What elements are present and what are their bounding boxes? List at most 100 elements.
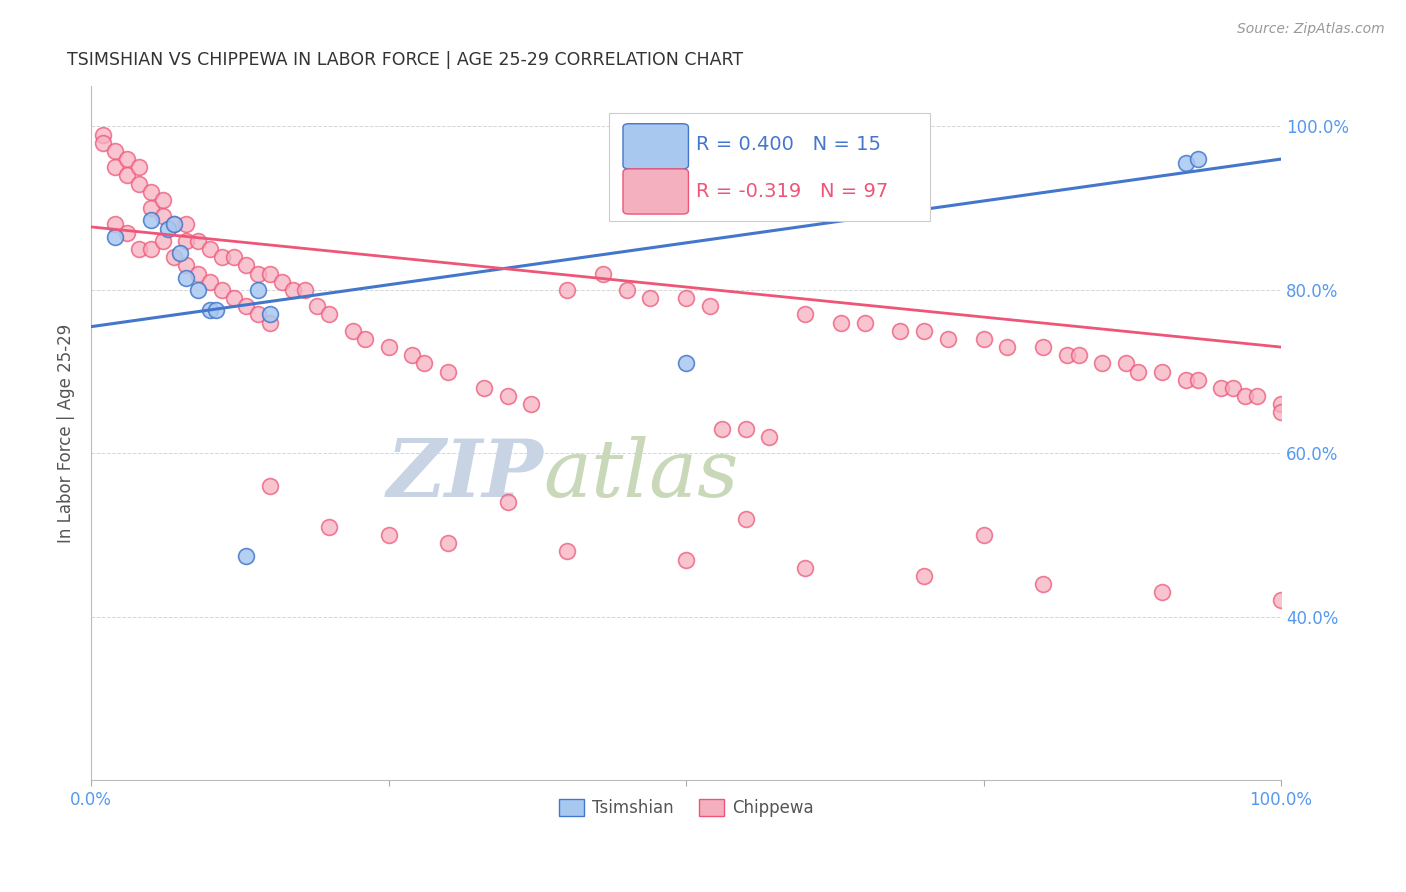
Point [936, 332, 959, 346]
Point [198, 303, 221, 318]
Point [1270, 405, 1292, 419]
Text: Source: ZipAtlas.com: Source: ZipAtlas.com [1237, 22, 1385, 37]
Point [259, 307, 281, 321]
Point [1056, 348, 1078, 362]
Point [176, 218, 198, 232]
Point [555, 283, 578, 297]
Text: R = 0.400   N = 15: R = 0.400 N = 15 [696, 135, 880, 154]
Point [307, 299, 329, 313]
Point [235, 549, 257, 563]
Point [1174, 373, 1197, 387]
Point [246, 283, 269, 297]
Point [198, 275, 221, 289]
Point [139, 185, 162, 199]
Point [1211, 381, 1233, 395]
Text: R = -0.319   N = 97: R = -0.319 N = 97 [696, 182, 887, 201]
Point [115, 226, 138, 240]
Point [128, 242, 150, 256]
Point [104, 229, 127, 244]
Point [270, 275, 292, 289]
Point [1150, 585, 1173, 599]
Point [1234, 389, 1257, 403]
Point [152, 193, 174, 207]
Point [294, 283, 316, 297]
Point [995, 340, 1018, 354]
FancyBboxPatch shape [609, 113, 929, 221]
Point [187, 283, 209, 297]
Point [699, 299, 721, 313]
Point [318, 520, 340, 534]
FancyBboxPatch shape [623, 124, 689, 169]
Point [973, 332, 995, 346]
Point [157, 221, 180, 235]
Point [853, 316, 876, 330]
Point [377, 340, 399, 354]
Point [342, 324, 364, 338]
Point [794, 307, 817, 321]
Text: ZIP: ZIP [387, 436, 543, 513]
Point [115, 169, 138, 183]
Point [211, 283, 233, 297]
Point [1270, 397, 1292, 411]
Point [205, 303, 228, 318]
Point [222, 291, 245, 305]
Point [246, 307, 269, 321]
Point [377, 528, 399, 542]
Point [758, 430, 780, 444]
Point [1067, 348, 1090, 362]
Point [520, 397, 543, 411]
Point [91, 136, 114, 150]
Legend: Tsimshian, Chippewa: Tsimshian, Chippewa [553, 793, 820, 824]
Point [1115, 356, 1137, 370]
Point [128, 161, 150, 175]
Point [139, 213, 162, 227]
Point [318, 307, 340, 321]
Point [1246, 389, 1268, 403]
Point [235, 258, 257, 272]
Point [912, 569, 935, 583]
Point [710, 422, 733, 436]
Point [283, 283, 305, 297]
Point [104, 218, 127, 232]
Point [187, 267, 209, 281]
Point [1150, 365, 1173, 379]
Point [675, 356, 697, 370]
Point [198, 242, 221, 256]
Point [1174, 156, 1197, 170]
Point [1222, 381, 1244, 395]
Point [734, 512, 756, 526]
Point [104, 144, 127, 158]
Point [592, 267, 614, 281]
Point [176, 270, 198, 285]
Point [912, 324, 935, 338]
Point [555, 544, 578, 558]
Point [413, 356, 436, 370]
Point [139, 242, 162, 256]
Point [259, 316, 281, 330]
Point [1091, 356, 1114, 370]
Point [259, 267, 281, 281]
Point [1187, 152, 1209, 166]
Point [176, 258, 198, 272]
Point [794, 561, 817, 575]
Point [640, 291, 662, 305]
Point [176, 234, 198, 248]
Point [91, 128, 114, 142]
Point [437, 536, 460, 550]
Point [163, 250, 186, 264]
Point [734, 422, 756, 436]
Point [1187, 373, 1209, 387]
Point [139, 201, 162, 215]
Point [496, 495, 519, 509]
Point [235, 299, 257, 313]
Point [1032, 577, 1054, 591]
Point [222, 250, 245, 264]
Text: atlas: atlas [543, 436, 738, 513]
Point [401, 348, 423, 362]
Point [169, 246, 191, 260]
Point [472, 381, 495, 395]
Point [259, 479, 281, 493]
Point [973, 528, 995, 542]
Point [353, 332, 375, 346]
Point [437, 365, 460, 379]
